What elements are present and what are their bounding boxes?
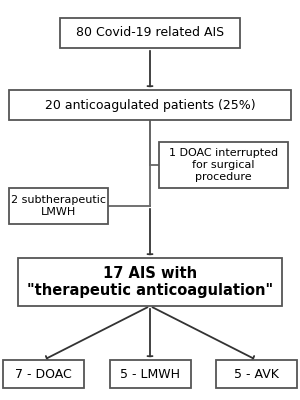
FancyBboxPatch shape [159, 142, 288, 188]
Text: 20 anticoagulated patients (25%): 20 anticoagulated patients (25%) [45, 98, 255, 112]
Text: 5 - LMWH: 5 - LMWH [120, 368, 180, 380]
FancyBboxPatch shape [9, 188, 108, 224]
Text: 17 AIS with
"therapeutic anticoagulation": 17 AIS with "therapeutic anticoagulation… [27, 266, 273, 298]
FancyBboxPatch shape [18, 258, 282, 306]
Text: 80 Covid-19 related AIS: 80 Covid-19 related AIS [76, 26, 224, 40]
FancyBboxPatch shape [3, 360, 84, 388]
FancyBboxPatch shape [60, 18, 240, 48]
FancyBboxPatch shape [9, 90, 291, 120]
FancyBboxPatch shape [216, 360, 297, 388]
Text: 2 subtherapeutic
LMWH: 2 subtherapeutic LMWH [11, 195, 106, 217]
Text: 5 - AVK: 5 - AVK [234, 368, 279, 380]
FancyBboxPatch shape [110, 360, 190, 388]
Text: 1 DOAC interrupted
for surgical
procedure: 1 DOAC interrupted for surgical procedur… [169, 148, 278, 182]
Text: 7 - DOAC: 7 - DOAC [15, 368, 72, 380]
